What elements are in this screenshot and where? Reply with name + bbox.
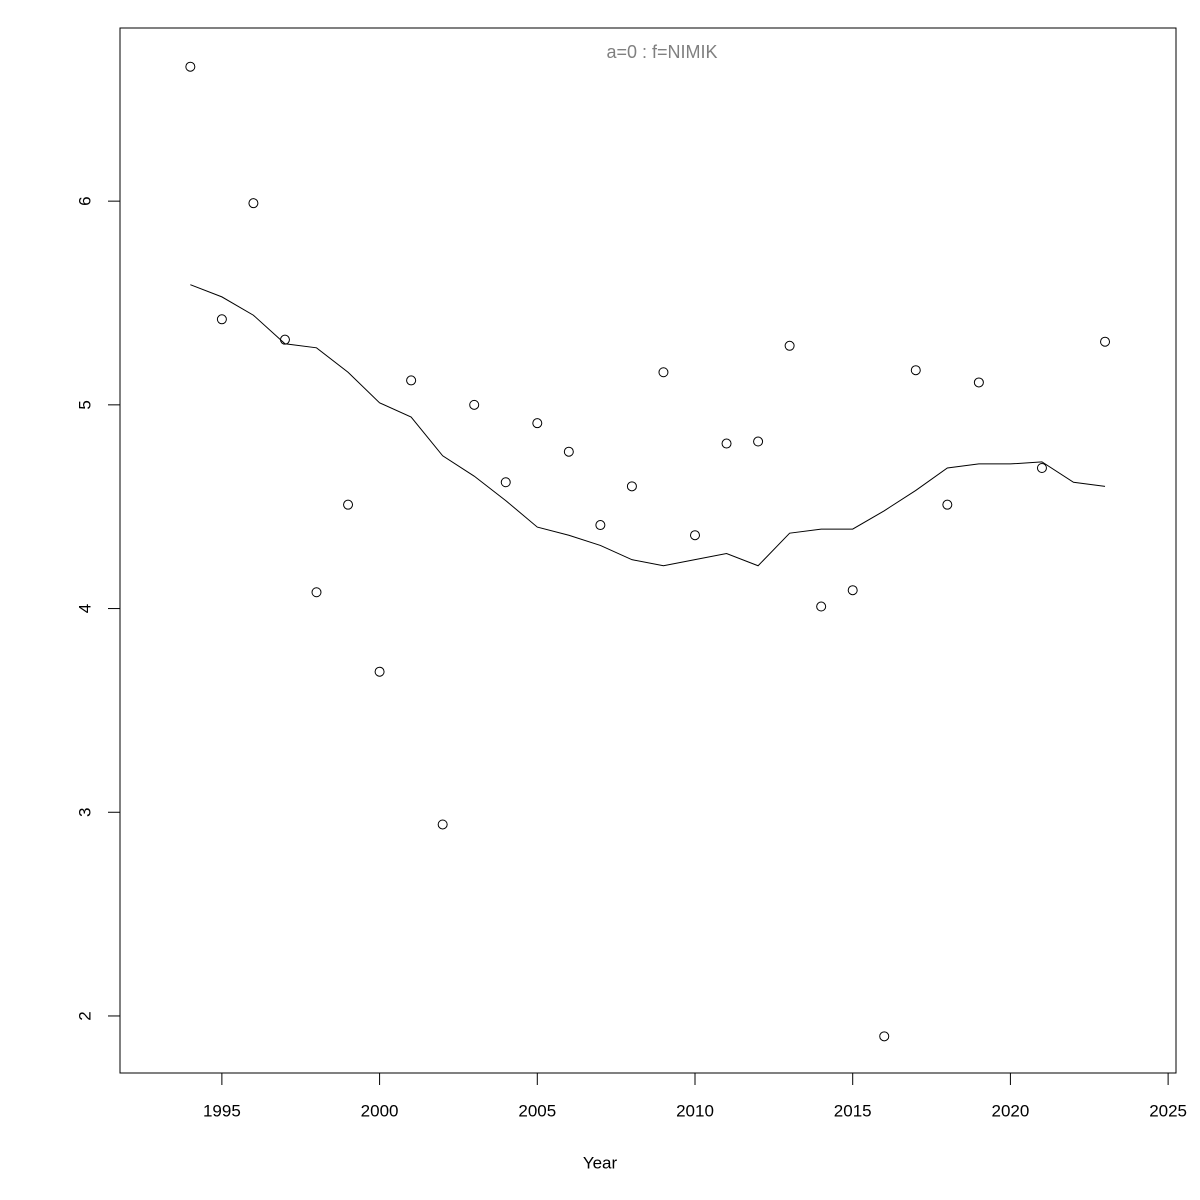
data-point bbox=[1100, 336, 1111, 347]
x-tick-label: 2020 bbox=[991, 1101, 1029, 1120]
data-point bbox=[563, 446, 574, 457]
x-tick-label: 2010 bbox=[676, 1101, 714, 1120]
data-point bbox=[816, 601, 827, 612]
data-point bbox=[721, 438, 732, 449]
chart-title: a=0 : f=NIMIK bbox=[606, 42, 717, 62]
data-point bbox=[500, 477, 511, 488]
data-point bbox=[784, 340, 795, 351]
smooth-line bbox=[190, 284, 1106, 567]
plot-box bbox=[119, 27, 1177, 1074]
data-point bbox=[406, 375, 417, 386]
y-tick-label: 3 bbox=[75, 808, 94, 817]
x-axis-label: Year bbox=[583, 1153, 618, 1172]
data-point bbox=[532, 418, 543, 429]
data-point bbox=[343, 499, 354, 510]
data-point bbox=[942, 499, 953, 510]
data-point bbox=[216, 314, 227, 325]
data-point bbox=[658, 367, 669, 378]
data-point bbox=[847, 585, 858, 596]
data-point bbox=[879, 1031, 890, 1042]
data-point bbox=[185, 61, 196, 72]
y-tick-label: 5 bbox=[75, 400, 94, 409]
data-point bbox=[753, 436, 764, 447]
data-point bbox=[1036, 463, 1047, 473]
y-tick-label: 6 bbox=[75, 196, 94, 205]
x-tick-label: 1995 bbox=[203, 1101, 241, 1120]
x-tick-label: 2005 bbox=[518, 1101, 556, 1120]
data-point bbox=[973, 377, 984, 388]
data-point bbox=[437, 819, 448, 830]
data-point bbox=[689, 530, 700, 541]
y-tick-label: 4 bbox=[75, 604, 94, 613]
data-point bbox=[595, 520, 606, 531]
x-tick-label: 2015 bbox=[834, 1101, 872, 1120]
data-point bbox=[311, 587, 322, 598]
data-point bbox=[469, 399, 480, 410]
data-point bbox=[374, 666, 385, 677]
data-point bbox=[910, 365, 921, 376]
data-point bbox=[248, 198, 259, 209]
data-point bbox=[626, 481, 637, 492]
x-tick-label: 2000 bbox=[361, 1101, 399, 1120]
y-tick-label: 2 bbox=[75, 1011, 94, 1020]
data-point bbox=[279, 334, 290, 345]
x-tick-label: 2025 bbox=[1149, 1101, 1187, 1120]
